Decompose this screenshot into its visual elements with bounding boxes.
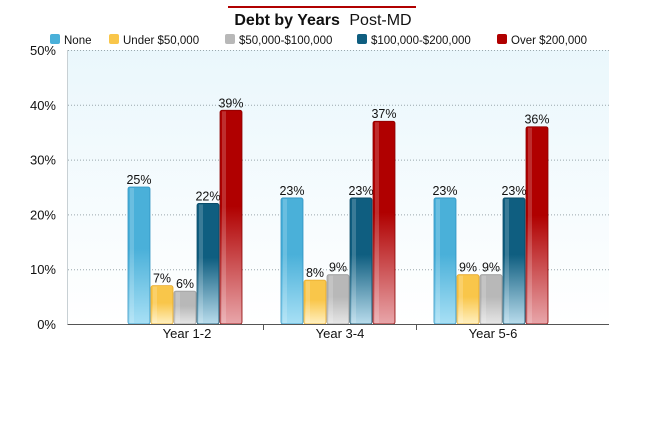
data-label: 39% [218, 96, 243, 110]
legend-label: Over $200,000 [511, 35, 587, 47]
bar-group-over-200-000: 39% [218, 96, 244, 325]
legend-item-over-200-000: Over $200,000 [497, 34, 587, 47]
data-label: 23% [348, 184, 373, 198]
legend-swatch [50, 34, 60, 44]
bar-group-50-000-100-000: 9% [326, 261, 350, 325]
bar-group-none: 25% [126, 173, 152, 325]
legend-swatch [497, 34, 507, 44]
y-tick-label: 50% [30, 43, 56, 58]
bar-group-over-200-000: 37% [371, 107, 397, 325]
bar-highlight [505, 198, 509, 323]
bar-highlight [528, 127, 532, 323]
bar-highlight [329, 275, 333, 323]
legend-item-none: None [50, 34, 92, 47]
legend-swatch [357, 34, 367, 44]
bar-group-under-50-000: 7% [150, 272, 174, 325]
bar-highlight [153, 286, 157, 323]
legend-swatch [109, 34, 119, 44]
y-tick-label: 0% [37, 317, 56, 332]
x-category-label: Year 3-4 [316, 326, 365, 341]
y-tick-label: 20% [30, 207, 56, 222]
bar-highlight [375, 122, 379, 324]
data-label: 8% [306, 266, 324, 280]
data-label: 22% [195, 189, 220, 203]
x-axis-categories: Year 1-2 Year 3-4 Year 5-6 [163, 324, 518, 341]
chart-title-main: Debt by Years [234, 12, 340, 29]
legend-item-50-000-100-000: $50,000-$100,000 [225, 34, 332, 47]
chart-title: Debt by Years Post-MD [234, 12, 411, 29]
legend-label: None [64, 35, 92, 47]
y-tick-label: 30% [30, 153, 56, 168]
bar-highlight [306, 281, 310, 323]
data-label: 36% [524, 113, 549, 127]
bar-highlight [482, 275, 486, 323]
data-label: 6% [176, 277, 194, 291]
data-label: 37% [371, 107, 396, 121]
bar-highlight [283, 198, 287, 323]
data-label: 9% [482, 261, 500, 275]
bar-group-over-200-000: 36% [524, 113, 550, 325]
data-label: 9% [329, 261, 347, 275]
bar-group-none: 23% [432, 184, 458, 325]
bar-group-50-000-100-000: 6% [173, 277, 197, 325]
bar-highlight [222, 111, 226, 323]
data-label: 23% [432, 184, 457, 198]
bar-group-50-000-100-000: 9% [479, 261, 503, 325]
legend-label: Under $50,000 [123, 35, 199, 47]
bar-highlight [436, 198, 440, 323]
bar-highlight [199, 204, 203, 323]
data-label: 7% [153, 272, 171, 286]
bar-group-100-000-200-000: 22% [195, 189, 221, 325]
x-category-label: Year 5-6 [469, 326, 518, 341]
data-label: 23% [279, 184, 304, 198]
bar-highlight [130, 188, 134, 323]
legend-swatch [225, 34, 235, 44]
bar-group-100-000-200-000: 23% [501, 184, 527, 325]
x-category-label: Year 1-2 [163, 326, 212, 341]
bar-highlight [459, 275, 463, 323]
legend-label: $100,000-$200,000 [371, 35, 471, 47]
bar-group-under-50-000: 8% [303, 266, 327, 325]
bar-group-100-000-200-000: 23% [348, 184, 374, 325]
y-tick-label: 10% [30, 262, 56, 277]
y-tick-label: 40% [30, 98, 56, 113]
bar-highlight [352, 198, 356, 323]
chart-legend: None Under $50,000 $50,000-$100,000 $100,00… [50, 34, 587, 47]
data-label: 25% [126, 173, 151, 187]
bar-group-under-50-000: 9% [456, 261, 480, 325]
data-label: 23% [501, 184, 526, 198]
bar-group-none: 23% [279, 184, 305, 325]
y-axis-ticks: 0% 10% 20% 30% 40% 50% [30, 43, 56, 332]
chart-title-suffix: Post-MD [349, 12, 411, 29]
legend-label: $50,000-$100,000 [239, 35, 332, 47]
bar-highlight [176, 292, 180, 323]
bar-series: 25% 7% 6% 22% 39% 23% 8% 9% 23% 37% 23% 9% 9% 23% 36% [126, 96, 550, 325]
legend-item-under-50-000: Under $50,000 [109, 34, 199, 47]
legend-item-100-000-200-000: $100,000-$200,000 [357, 34, 471, 47]
data-label: 9% [459, 261, 477, 275]
